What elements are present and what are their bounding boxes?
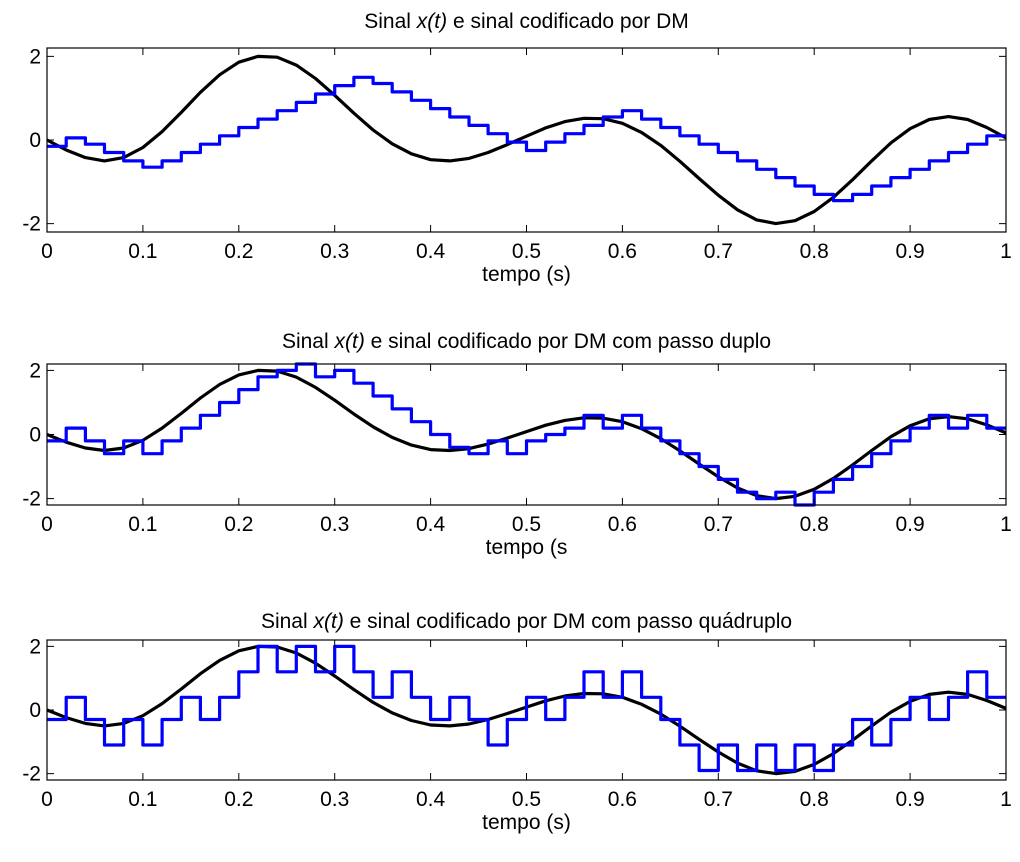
dm-coded-series-line: [47, 644, 1006, 773]
x-tick-label: 0: [41, 513, 53, 536]
x-tick-label: 0.9: [895, 240, 924, 263]
x-tick-label: 0.5: [512, 240, 541, 263]
y-tick-label: -2: [22, 763, 41, 786]
title-title-var: x(: [333, 330, 354, 353]
title-title-prefix: Sinal: [364, 10, 417, 33]
title-title-var-close: ): [334, 610, 344, 633]
y-tick-label: 0: [29, 699, 41, 722]
chart-title: Sinal x(t) e sinal codificado por DM: [364, 10, 689, 33]
title-title-prefix: Sinal: [261, 610, 314, 633]
x-tick-label: 0: [41, 240, 53, 263]
dm-coded-series-line: [47, 362, 1006, 507]
y-tick-label: 2: [29, 45, 41, 68]
y-tick-label: -2: [22, 213, 41, 236]
x-tick-label: 1: [1000, 240, 1012, 263]
signal-series-line: [47, 54, 1006, 226]
title-title-suffix: e sinal codificado por DM: [447, 10, 689, 33]
y-tick-label: 2: [29, 635, 41, 658]
x-tick-label: 0.1: [128, 788, 157, 811]
x-tick-label: 0.7: [704, 240, 733, 263]
y-tick-label: -2: [22, 488, 41, 511]
x-tick-label: 0.3: [320, 513, 349, 536]
x-tick-label: 0.6: [608, 240, 637, 263]
x-tick-label: 0.3: [320, 240, 349, 263]
x-tick-label: 0.7: [704, 513, 733, 536]
title-title-var-t: t: [331, 610, 338, 633]
x-axis-label: tempo (s: [486, 536, 568, 559]
title-title-var: x(: [312, 610, 333, 633]
y-tick-label: 0: [29, 129, 41, 152]
title-title-var-close: ): [437, 10, 447, 33]
x-tick-label: 0.2: [224, 788, 253, 811]
x-tick-label: 1: [1000, 788, 1012, 811]
y-tick-label: 2: [29, 359, 41, 382]
plot-area: [47, 364, 1006, 505]
title-title-var-close: ): [355, 330, 365, 353]
x-tick-label: 0.1: [128, 240, 157, 263]
x-tick-label: 0.4: [416, 240, 446, 263]
x-tick-label: 0.2: [224, 513, 253, 536]
x-axis-label: tempo (s): [482, 811, 571, 834]
subplot-1: Sinal x(t) e sinal codificado por DM 0 0.1…: [22, 10, 1012, 286]
x-tick-label: 0.5: [512, 788, 541, 811]
x-tick-label: 0.8: [800, 788, 829, 811]
subplot-3: Sinal x(t) e sinal codificado por DM com…: [22, 610, 1012, 834]
x-tick-label: 0.2: [224, 240, 253, 263]
title-title-var-t: t: [434, 10, 441, 33]
subplot-2: Sinal x(t) e sinal codificado por DM com…: [22, 330, 1012, 559]
plot-area: [47, 48, 1006, 232]
x-tick-label: 0.6: [608, 513, 637, 536]
x-tick-label: 0.1: [128, 513, 157, 536]
chart-title: Sinal x(t) e sinal codificado por DM com…: [261, 610, 792, 633]
x-tick-label: 0.9: [895, 513, 924, 536]
x-tick-label: 0.6: [608, 788, 637, 811]
title-title-suffix: e sinal codificado por DM com passo quád…: [344, 610, 792, 633]
title-title-prefix: Sinal: [282, 330, 335, 353]
x-tick-label: 0.5: [512, 513, 541, 536]
title-title-var-t: t: [352, 330, 359, 353]
x-tick-label: 1: [1000, 513, 1012, 536]
x-tick-label: 0.9: [895, 788, 924, 811]
x-tick-label: 0.3: [320, 788, 349, 811]
x-tick-label: 0.4: [416, 788, 446, 811]
x-tick-label: 0.4: [416, 513, 446, 536]
dm-coded-series-line: [47, 75, 1006, 203]
x-tick-label: 0: [41, 788, 53, 811]
chart-title: Sinal x(t) e sinal codificado por DM com…: [282, 330, 771, 353]
x-tick-label: 0.8: [800, 240, 829, 263]
x-tick-label: 0.7: [704, 788, 733, 811]
x-tick-label: 0.8: [800, 513, 829, 536]
x-axis-label: tempo (s): [482, 263, 571, 286]
title-title-suffix: e sinal codificado por DM com passo dupl…: [365, 330, 771, 353]
title-title-var: x(: [416, 10, 437, 33]
y-tick-label: 0: [29, 424, 41, 447]
signal-series-line: [47, 368, 1006, 501]
